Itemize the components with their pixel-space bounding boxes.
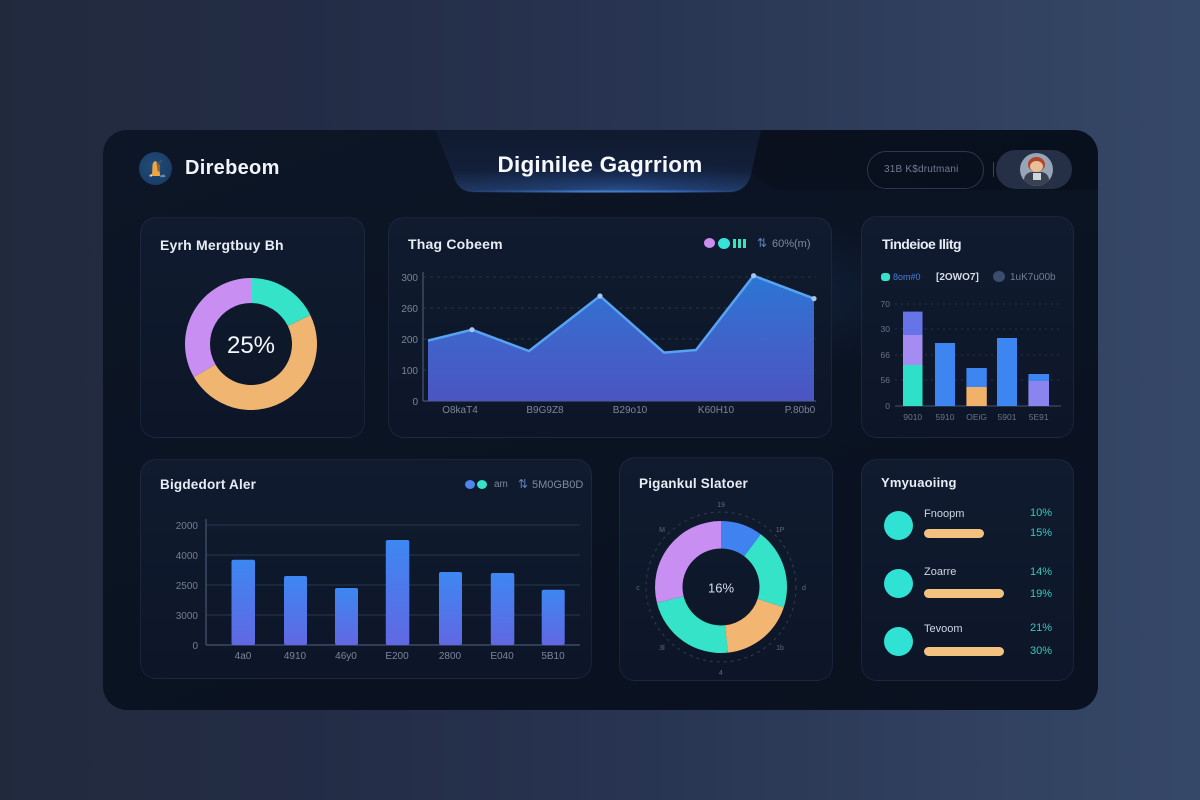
svg-text:70: 70: [881, 299, 891, 309]
svg-text:0: 0: [885, 401, 890, 411]
svg-text:4a0: 4a0: [235, 651, 252, 662]
svg-text:E200: E200: [385, 651, 409, 662]
svg-text:0: 0: [192, 641, 198, 652]
svg-text:200: 200: [401, 335, 418, 346]
svg-text:B9G9Z8: B9G9Z8: [526, 405, 564, 416]
svg-text:c: c: [636, 585, 640, 592]
svg-text:30: 30: [881, 324, 891, 334]
svg-text:2500: 2500: [176, 581, 199, 592]
svg-text:5910: 5910: [936, 412, 955, 422]
svg-text:16%: 16%: [708, 581, 734, 596]
svg-text:5901: 5901: [998, 412, 1017, 422]
svg-text:0: 0: [412, 397, 418, 408]
svg-text:66: 66: [881, 350, 891, 360]
svg-text:25%: 25%: [227, 332, 275, 359]
svg-text:100: 100: [401, 366, 418, 377]
svg-text:260: 260: [401, 304, 418, 315]
svg-text:9010: 9010: [903, 412, 922, 422]
svg-text:OEiG: OEiG: [966, 412, 987, 422]
svg-text:46y0: 46y0: [335, 651, 357, 662]
svg-text:19: 19: [717, 502, 725, 509]
svg-text:M: M: [659, 527, 665, 534]
svg-text:1P: 1P: [776, 527, 785, 534]
svg-text:2000: 2000: [176, 521, 199, 532]
svg-text:K60H10: K60H10: [698, 405, 735, 416]
svg-text:4000: 4000: [176, 551, 199, 562]
svg-text:3l: 3l: [659, 645, 665, 652]
svg-text:5B10: 5B10: [541, 651, 565, 662]
svg-text:d: d: [802, 585, 806, 592]
svg-text:4910: 4910: [284, 651, 307, 662]
svg-text:56: 56: [881, 375, 891, 385]
svg-text:O8kaT4: O8kaT4: [442, 405, 478, 416]
svg-text:1b: 1b: [776, 645, 784, 652]
svg-text:3000: 3000: [176, 611, 199, 622]
svg-text:B29o10: B29o10: [613, 405, 648, 416]
svg-text:4: 4: [719, 670, 723, 677]
svg-text:P.80b0: P.80b0: [785, 405, 816, 416]
svg-text:300: 300: [401, 273, 418, 284]
svg-text:2800: 2800: [439, 651, 462, 662]
svg-text:E040: E040: [490, 651, 514, 662]
svg-text:5E91: 5E91: [1029, 412, 1049, 422]
